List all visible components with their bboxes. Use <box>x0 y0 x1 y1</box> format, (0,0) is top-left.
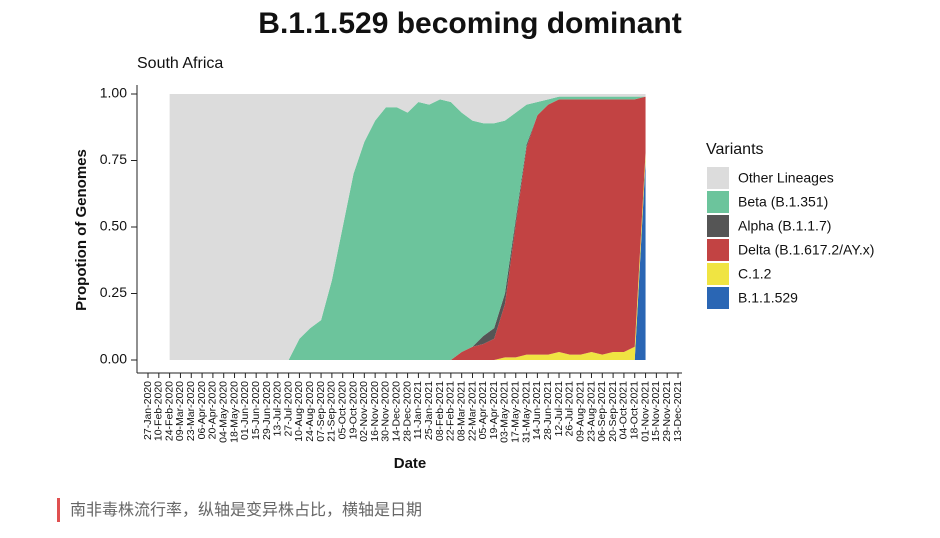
x-tick-label: 18-May-2020 <box>228 381 240 443</box>
x-tick-label: 10-Feb-2020 <box>153 381 165 441</box>
legend-swatch <box>707 191 729 213</box>
x-tick-label: 07-Sep-2020 <box>315 381 327 442</box>
x-tick-label: 02-Nov-2020 <box>358 381 370 442</box>
x-tick-label: 31-May-2021 <box>520 381 532 443</box>
x-tick-label: 24-Aug-2020 <box>304 381 316 442</box>
x-tick-label: 12-Jul-2021 <box>553 381 565 437</box>
legend-label: B.1.1.529 <box>738 290 798 306</box>
x-tick-label: 05-Apr-2021 <box>477 381 489 440</box>
caption-bar <box>57 498 60 522</box>
x-tick-label: 14-Jun-2021 <box>531 381 543 440</box>
x-tick-label: 13-Dec-2021 <box>672 381 684 442</box>
x-tick-label: 27-Jul-2020 <box>282 381 294 437</box>
x-tick-label: 09-Aug-2021 <box>574 381 586 442</box>
x-tick-label: 10-Aug-2020 <box>293 381 305 442</box>
legend-swatch <box>707 263 729 285</box>
legend-swatch <box>707 167 729 189</box>
x-tick-label: 22-Mar-2021 <box>466 381 478 441</box>
chart-title: B.1.1.529 becoming dominant <box>258 7 681 40</box>
x-tick-label: 28-Dec-2020 <box>401 381 413 442</box>
legend-label: Delta (B.1.617.2/AY.x) <box>738 242 874 258</box>
x-axis-title: Date <box>394 455 427 472</box>
x-tick-label: 08-Feb-2021 <box>434 381 446 441</box>
x-tick-label: 21-Sep-2020 <box>326 381 338 442</box>
x-tick-label: 04-May-2020 <box>217 381 229 443</box>
x-tick-label: 14-Dec-2020 <box>391 381 403 442</box>
x-tick-label: 17-May-2021 <box>510 381 522 443</box>
legend-swatch <box>707 239 729 261</box>
x-tick-label: 29-Nov-2021 <box>661 381 673 442</box>
x-tick-label: 22-Feb-2021 <box>445 381 457 441</box>
x-tick-label: 19-Oct-2020 <box>347 381 359 440</box>
chart-subtitle: South Africa <box>137 55 223 72</box>
y-tick-label: 0.25 <box>100 284 127 300</box>
x-tick-label: 08-Mar-2021 <box>455 381 467 441</box>
x-tick-label: 20-Apr-2020 <box>207 381 219 440</box>
legend-label: Other Lineages <box>738 170 834 186</box>
x-tick-label: 20-Sep-2021 <box>607 381 619 442</box>
x-tick-label: 19-Apr-2021 <box>488 381 500 440</box>
x-tick-label: 06-Sep-2021 <box>596 381 608 442</box>
legend-title: Variants <box>706 141 764 158</box>
x-tick-label: 15-Nov-2021 <box>650 381 662 442</box>
area <box>169 96 646 360</box>
legend-label: Beta (B.1.351) <box>738 194 828 210</box>
x-tick-label: 16-Nov-2020 <box>369 381 381 442</box>
legend-label: C.1.2 <box>738 266 772 282</box>
x-tick-label: 01-Jun-2020 <box>239 381 251 440</box>
x-tick-label: 01-Nov-2021 <box>639 381 651 442</box>
y-tick-label: 1.00 <box>100 85 127 101</box>
y-tick-label: 0.75 <box>100 151 127 167</box>
x-tick-label: 25-Jan-2021 <box>423 381 435 440</box>
legend-label: Alpha (B.1.1.7) <box>738 218 831 234</box>
legend-swatch <box>707 215 729 237</box>
x-tick-label: 04-Oct-2021 <box>618 381 630 440</box>
y-tick-label: 0.00 <box>100 351 127 367</box>
x-tick-label: 09-Mar-2020 <box>174 381 186 441</box>
area <box>169 94 646 360</box>
x-tick-label: 23-Aug-2021 <box>585 381 597 442</box>
x-tick-label: 18-Oct-2021 <box>629 381 641 440</box>
x-tick-label: 29-Jun-2020 <box>261 381 273 440</box>
x-tick-label: 27-Jan-2020 <box>142 381 154 440</box>
y-axis-title: Propotion of Genomes <box>73 149 90 311</box>
x-tick-label: 15-Jun-2020 <box>250 381 262 440</box>
x-tick-label: 06-Apr-2020 <box>196 381 208 440</box>
x-tick-label: 26-Jul-2021 <box>564 381 576 437</box>
x-tick-label: 30-Nov-2020 <box>380 381 392 442</box>
x-tick-label: 05-Oct-2020 <box>336 381 348 440</box>
area <box>169 96 646 360</box>
x-tick-label: 13-Jul-2020 <box>272 381 284 437</box>
caption: 南非毒株流行率，纵轴是变异株占比，横轴是日期 <box>70 501 422 519</box>
x-tick-label: 28-Jun-2021 <box>542 381 554 440</box>
x-tick-label: 03-May-2021 <box>499 381 511 443</box>
x-tick-label: 24-Feb-2020 <box>163 381 175 441</box>
x-tick-label: 23-Mar-2020 <box>185 381 197 441</box>
legend-swatch <box>707 287 729 309</box>
y-tick-label: 0.50 <box>100 218 127 234</box>
x-tick-label: 11-Jan-2021 <box>412 381 424 439</box>
